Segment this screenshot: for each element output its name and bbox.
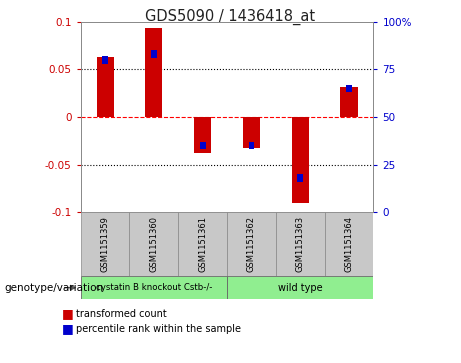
Text: ■: ■ [62, 322, 74, 335]
Bar [248, 142, 254, 150]
Bar [292, 117, 309, 203]
Bar [297, 174, 303, 182]
Text: GDS5090 / 1436418_at: GDS5090 / 1436418_at [145, 9, 316, 25]
Bar [325, 212, 373, 276]
Bar [341, 87, 358, 117]
Bar [243, 117, 260, 147]
Bar [81, 212, 130, 276]
Bar [130, 212, 178, 276]
Text: cystatin B knockout Cstb-/-: cystatin B knockout Cstb-/- [96, 283, 212, 292]
Text: GSM1151364: GSM1151364 [344, 216, 354, 272]
Text: transformed count: transformed count [76, 309, 167, 319]
Bar [178, 212, 227, 276]
Text: ■: ■ [62, 307, 74, 321]
Bar [227, 212, 276, 276]
Bar [227, 276, 373, 299]
Text: GSM1151363: GSM1151363 [296, 216, 305, 272]
Bar [102, 56, 108, 64]
Text: wild type: wild type [278, 283, 323, 293]
Bar [151, 50, 157, 58]
Bar [81, 276, 227, 299]
Bar [276, 212, 325, 276]
Bar [96, 57, 113, 117]
Text: GSM1151360: GSM1151360 [149, 216, 159, 272]
Text: GSM1151361: GSM1151361 [198, 216, 207, 272]
Bar [346, 85, 352, 92]
Bar [200, 142, 206, 150]
Text: GSM1151359: GSM1151359 [100, 216, 110, 272]
Text: percentile rank within the sample: percentile rank within the sample [76, 323, 241, 334]
Text: GSM1151362: GSM1151362 [247, 216, 256, 272]
Bar [145, 28, 162, 117]
Text: genotype/variation: genotype/variation [5, 283, 104, 293]
Bar [194, 117, 211, 153]
